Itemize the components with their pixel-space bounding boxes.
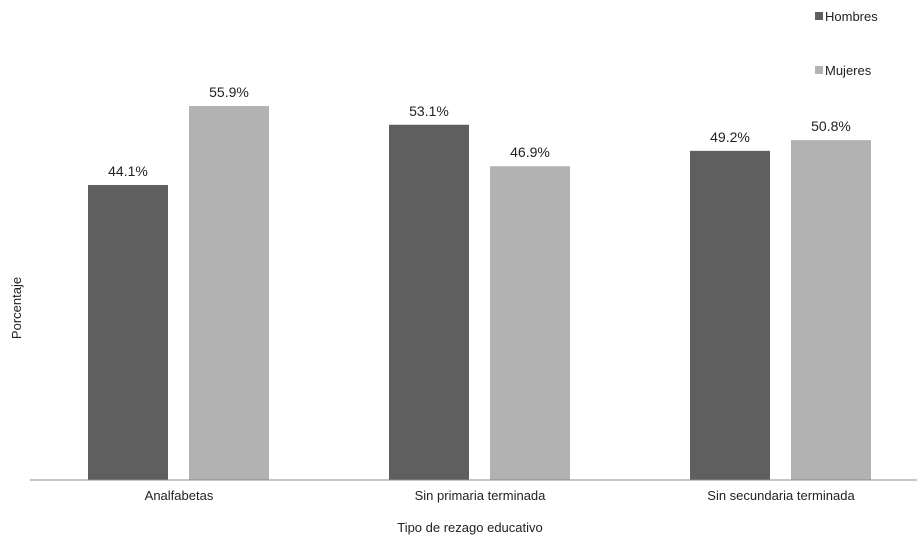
x-tick-labels: Analfabetas Sin primaria terminada Sin sec… <box>145 488 856 503</box>
data-label-mujeres-1: 55.9% <box>209 84 249 100</box>
legend-item-hombres: Hombres <box>815 9 878 24</box>
legend-label-mujeres: Mujeres <box>825 63 872 78</box>
legend-swatch-hombres <box>815 12 823 20</box>
bar-mujeres-3 <box>791 140 871 480</box>
legend-label-hombres: Hombres <box>825 9 878 24</box>
y-axis-title: Porcentaje <box>9 277 24 339</box>
data-label-hombres-1: 44.1% <box>108 163 148 179</box>
bars-layer <box>88 106 871 481</box>
x-tick-label-2: Sin primaria terminada <box>415 488 547 503</box>
bar-mujeres-1 <box>189 106 269 481</box>
legend-item-mujeres: Mujeres <box>815 63 872 78</box>
bar-hombres-1 <box>88 184 168 480</box>
data-label-mujeres-2: 46.9% <box>510 144 550 160</box>
x-axis-title: Tipo de rezago educativo <box>397 520 543 535</box>
bar-hombres-3 <box>690 150 770 481</box>
legend: Hombres Mujeres <box>815 9 878 78</box>
data-label-hombres-2: 53.1% <box>409 103 449 119</box>
data-labels-layer: 44.1% 55.9% 53.1% 46.9% 49.2% 50.8% <box>108 84 851 179</box>
bar-hombres-2 <box>389 124 469 481</box>
legend-swatch-mujeres <box>815 66 823 74</box>
x-tick-label-3: Sin secundaria terminada <box>707 488 855 503</box>
x-tick-label-1: Analfabetas <box>145 488 214 503</box>
data-label-hombres-3: 49.2% <box>710 129 750 145</box>
data-label-mujeres-3: 50.8% <box>811 118 851 134</box>
bar-mujeres-2 <box>490 166 570 480</box>
